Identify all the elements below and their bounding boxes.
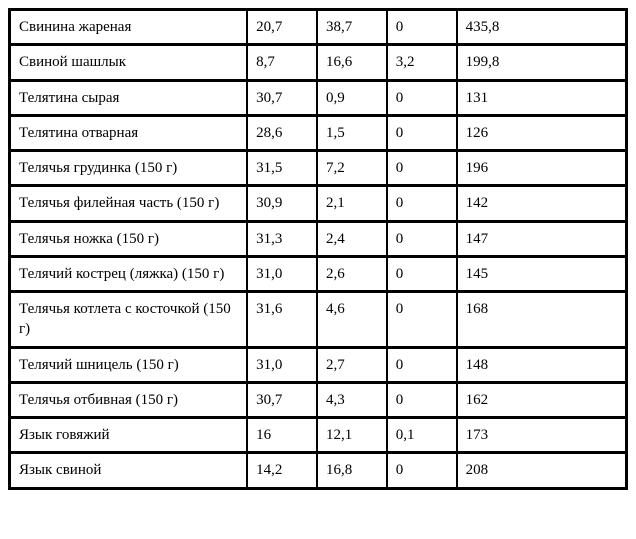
table-body: Свинина жареная20,738,70435,8Свиной шашл… — [10, 10, 626, 488]
table-row: Телячья ножка (150 г)31,32,40147 — [10, 221, 626, 256]
table-cell-v2: 16,8 — [317, 452, 387, 487]
table-cell-v2: 4,3 — [317, 382, 387, 417]
table-cell-v1: 31,0 — [247, 256, 317, 291]
table-cell-v3: 0 — [387, 150, 457, 185]
table-cell-v3: 0 — [387, 10, 457, 44]
table-cell-v1: 16 — [247, 417, 317, 452]
table-cell-v1: 30,7 — [247, 80, 317, 115]
table-row: Телячий кострец (ляжка) (150 г)31,02,601… — [10, 256, 626, 291]
table-row: Телятина отварная28,61,50126 — [10, 115, 626, 150]
table-cell-name: Телячья ножка (150 г) — [10, 221, 247, 256]
table-cell-name: Свинина жареная — [10, 10, 247, 44]
table-cell-v3: 0 — [387, 221, 457, 256]
table-cell-v2: 2,1 — [317, 185, 387, 220]
table-cell-v3: 0 — [387, 452, 457, 487]
table-row: Телячья котлета с косточ­кой (150 г)31,6… — [10, 291, 626, 347]
table-cell-v4: 145 — [457, 256, 626, 291]
nutrition-table: Свинина жареная20,738,70435,8Свиной шашл… — [8, 8, 628, 490]
table-cell-v1: 14,2 — [247, 452, 317, 487]
table-cell-name: Телятина сырая — [10, 80, 247, 115]
table-cell-v4: 199,8 — [457, 44, 626, 79]
table-cell-name: Телячья филейная часть (150 г) — [10, 185, 247, 220]
table-cell-v1: 31,5 — [247, 150, 317, 185]
table-cell-v2: 7,2 — [317, 150, 387, 185]
table-cell-v2: 0,9 — [317, 80, 387, 115]
table-cell-v4: 196 — [457, 150, 626, 185]
table-cell-v2: 2,4 — [317, 221, 387, 256]
table-cell-v4: 168 — [457, 291, 626, 347]
table-cell-v3: 3,2 — [387, 44, 457, 79]
table-cell-v3: 0,1 — [387, 417, 457, 452]
table-cell-v2: 1,5 — [317, 115, 387, 150]
table-cell-v2: 2,6 — [317, 256, 387, 291]
table-cell-v4: 173 — [457, 417, 626, 452]
table-cell-v1: 31,3 — [247, 221, 317, 256]
table-cell-v4: 147 — [457, 221, 626, 256]
table-cell-v3: 0 — [387, 80, 457, 115]
table-row: Телячья филейная часть (150 г)30,92,1014… — [10, 185, 626, 220]
table-cell-v2: 4,6 — [317, 291, 387, 347]
table-cell-v3: 0 — [387, 185, 457, 220]
table-row: Телячья отбивная (150 г)30,74,30162 — [10, 382, 626, 417]
table-cell-v4: 148 — [457, 347, 626, 382]
table-cell-name: Язык говяжий — [10, 417, 247, 452]
table-row: Свинина жареная20,738,70435,8 — [10, 10, 626, 44]
table-cell-name: Телячий шницель (150 г) — [10, 347, 247, 382]
table-cell-name: Телячий кострец (ляжка) (150 г) — [10, 256, 247, 291]
table-cell-v1: 30,9 — [247, 185, 317, 220]
table-cell-v4: 142 — [457, 185, 626, 220]
table-cell-name: Телятина отварная — [10, 115, 247, 150]
table-cell-name: Телячья грудинка (150 г) — [10, 150, 247, 185]
table-row: Свиной шашлык8,716,63,2199,8 — [10, 44, 626, 79]
table-cell-v3: 0 — [387, 115, 457, 150]
table-cell-v2: 12,1 — [317, 417, 387, 452]
table-cell-v3: 0 — [387, 347, 457, 382]
table-cell-v3: 0 — [387, 382, 457, 417]
table-cell-name: Телячья отбивная (150 г) — [10, 382, 247, 417]
table-cell-v2: 38,7 — [317, 10, 387, 44]
table-cell-v4: 208 — [457, 452, 626, 487]
table-row: Язык говяжий1612,10,1173 — [10, 417, 626, 452]
table-cell-v4: 435,8 — [457, 10, 626, 44]
table-cell-v3: 0 — [387, 291, 457, 347]
table-cell-v1: 30,7 — [247, 382, 317, 417]
table-cell-name: Язык свиной — [10, 452, 247, 487]
table-cell-v1: 20,7 — [247, 10, 317, 44]
table-cell-v3: 0 — [387, 256, 457, 291]
table-cell-v1: 31,0 — [247, 347, 317, 382]
table-cell-v2: 2,7 — [317, 347, 387, 382]
table-row: Телячья грудинка (150 г)31,57,20196 — [10, 150, 626, 185]
table-cell-name: Свиной шашлык — [10, 44, 247, 79]
table-cell-v4: 126 — [457, 115, 626, 150]
table-cell-name: Телячья котлета с косточ­кой (150 г) — [10, 291, 247, 347]
table-cell-v1: 28,6 — [247, 115, 317, 150]
table-cell-v2: 16,6 — [317, 44, 387, 79]
table-cell-v4: 162 — [457, 382, 626, 417]
table-row: Язык свиной14,216,80208 — [10, 452, 626, 487]
table-cell-v4: 131 — [457, 80, 626, 115]
table-row: Телятина сырая30,70,90131 — [10, 80, 626, 115]
table-cell-v1: 8,7 — [247, 44, 317, 79]
table-row: Телячий шницель (150 г)31,02,70148 — [10, 347, 626, 382]
table-cell-v1: 31,6 — [247, 291, 317, 347]
